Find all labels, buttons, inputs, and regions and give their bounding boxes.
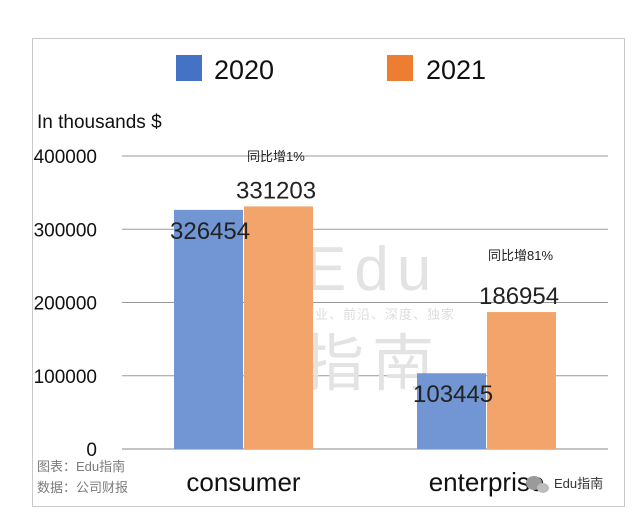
annotation-consumer: 同比增1%: [247, 149, 305, 164]
data-label-2021-enterprise: 186954: [479, 283, 559, 310]
data-labels: 326454 331203 103445 186954: [170, 177, 559, 408]
wechat-icon: [526, 476, 549, 493]
y-axis-ticks: 0 100000 200000 300000 400000: [34, 147, 97, 461]
chart-source: 图表：Edu指南: [37, 459, 125, 474]
watermark-edu: Edu: [305, 235, 439, 304]
watermark-tagline: 教育行业、前沿、深度、独家: [273, 307, 455, 322]
y-tick-label: 200000: [34, 294, 97, 315]
legend-swatch-2020: [176, 55, 202, 81]
annotation-enterprise: 同比增81%: [488, 248, 553, 263]
y-tick-label: 100000: [34, 367, 97, 388]
x-category-enterprise: enterprise: [429, 467, 545, 497]
data-source: 数据：公司财报: [37, 480, 128, 495]
x-axis-categories: consumer enterprise: [186, 467, 544, 497]
bars: [174, 206, 556, 449]
bar-2021-consumer: [244, 206, 313, 449]
legend: 2020 2021: [176, 55, 486, 85]
data-label-2020-enterprise: 103445: [413, 381, 493, 408]
brand-label: Edu指南: [554, 476, 603, 491]
legend-label-2021: 2021: [426, 55, 486, 85]
bar-2021-enterprise: [487, 312, 556, 449]
bar-2020-enterprise: [417, 373, 486, 449]
bar-2020-consumer: [174, 209, 243, 449]
y-tick-label: 300000: [34, 220, 97, 241]
data-label-2020-consumer: 326454: [170, 218, 250, 245]
unit-label: In thousands $: [37, 112, 162, 133]
data-label-2021-consumer: 331203: [236, 177, 316, 204]
legend-label-2020: 2020: [214, 55, 274, 85]
watermark-zhinan: 指南: [302, 330, 442, 399]
y-tick-label: 400000: [34, 147, 97, 168]
watermark: Edu 教育行业、前沿、深度、独家 指南: [273, 235, 455, 399]
x-category-consumer: consumer: [186, 467, 300, 497]
y-tick-label: 0: [86, 440, 97, 461]
chart-frame: [32, 38, 625, 507]
legend-swatch-2021: [387, 55, 413, 81]
